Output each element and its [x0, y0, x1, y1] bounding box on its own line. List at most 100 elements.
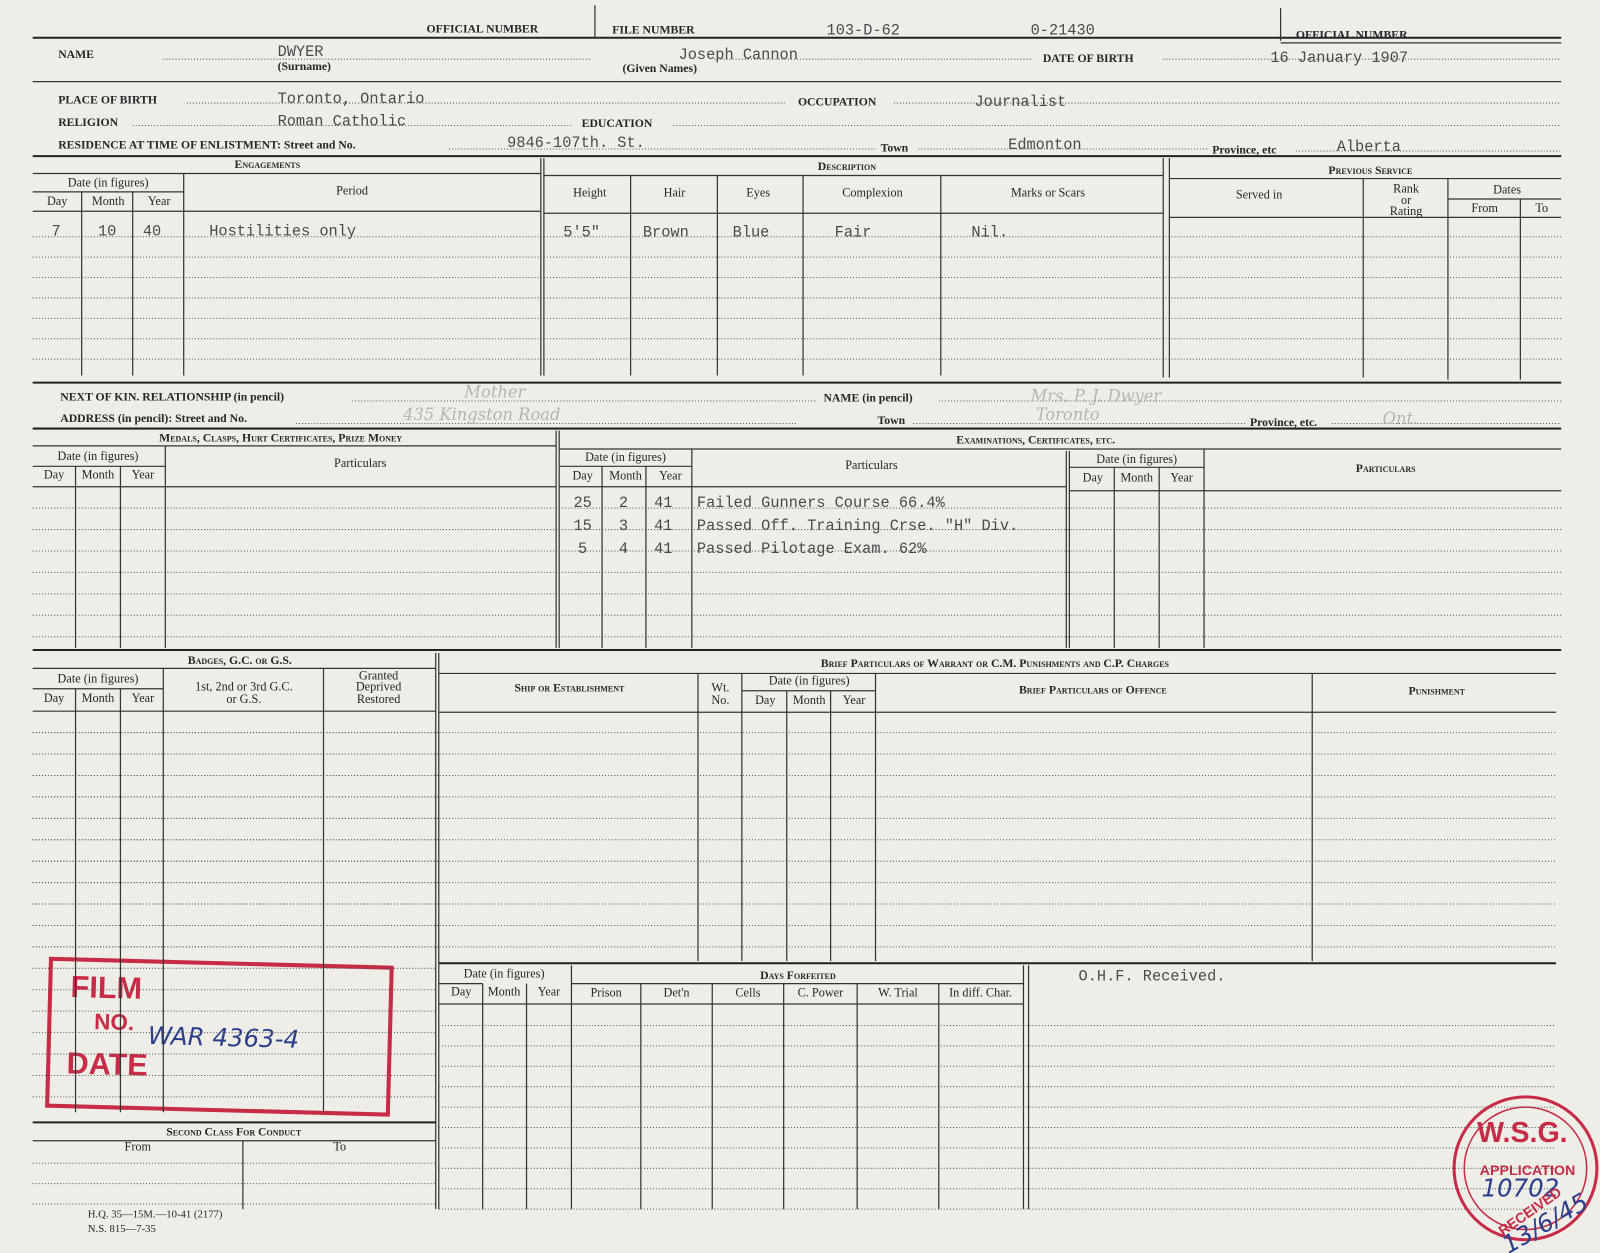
rows: 40 — [143, 223, 161, 241]
columns: Day — [47, 194, 68, 208]
no: NO. — [94, 1009, 135, 1035]
rows: Brown — [643, 224, 689, 242]
occupation-label: OCCUPATION — [798, 96, 877, 109]
occupation: Journalist — [974, 93, 1066, 111]
given-names-label: (Given Names) — [622, 62, 697, 75]
rows: 3 — [619, 517, 628, 535]
rank: Rating — [1390, 204, 1423, 218]
title: Description — [818, 160, 876, 173]
title: Badges, G.C. or G.S. — [188, 654, 292, 667]
title: Days Forfeited — [760, 969, 836, 982]
rows: 5 — [578, 540, 587, 558]
rows: 41 — [654, 494, 672, 512]
rows: Passed Off. Training Crse. "H" Div. — [697, 517, 1018, 535]
categories: Prison — [590, 986, 621, 1000]
columns: Marks or Scars — [1011, 186, 1085, 200]
particulars: Particulars — [845, 458, 898, 472]
name: Mrs. P. J. Dwyer — [1030, 386, 1163, 405]
surname-label: (Surname) — [278, 60, 331, 73]
relationship: Mother — [463, 382, 526, 401]
columns: Height — [573, 186, 607, 200]
columns: Month — [793, 693, 826, 707]
columns: Eyes — [746, 186, 770, 200]
title: W.S.G. — [1477, 1117, 1567, 1149]
title: Previous Service — [1328, 164, 1412, 177]
columns: Year — [1170, 470, 1193, 484]
rows: 41 — [654, 517, 672, 535]
town: Toronto — [1036, 405, 1100, 424]
dob: 16 January 1907 — [1270, 49, 1408, 67]
columns: Year — [132, 467, 155, 481]
given-names: Joseph Cannon — [679, 46, 798, 64]
wt-no: No. — [711, 693, 729, 707]
rows: 5'5" — [563, 224, 600, 242]
columns: Day — [572, 468, 593, 482]
religion-label: RELIGION — [58, 116, 118, 129]
file-number: 103-D-62 — [827, 22, 900, 40]
columns: Year — [843, 693, 866, 707]
rows: 15 — [573, 517, 591, 535]
title: Medals, Clasps, Hurt Certificates, Prize… — [159, 431, 402, 444]
file-number-label: FILE NUMBER — [612, 23, 695, 36]
categories: In diff. Char. — [949, 986, 1012, 1000]
number: 10702 — [1481, 1174, 1559, 1203]
particulars: Particulars — [1356, 462, 1416, 475]
title: Engagements — [235, 158, 301, 171]
rows: Hostilities only — [209, 223, 356, 241]
columns: Day — [44, 467, 65, 481]
date-header: Date (in figures) — [585, 450, 666, 464]
from: From — [125, 1140, 152, 1154]
dob-label: DATE OF BIRTH — [1043, 52, 1134, 65]
columns: Month — [92, 194, 125, 208]
rows: 41 — [654, 540, 672, 558]
date-header: Date (in figures) — [58, 449, 139, 463]
stamp-border — [45, 956, 394, 1117]
columns: Month — [82, 691, 115, 705]
date-header: Date (in figures) — [769, 673, 850, 687]
official-number-label: OFFICIAL NUMBER — [427, 22, 539, 35]
columns: Month — [1120, 470, 1153, 484]
stamp-ring — [1452, 1095, 1599, 1242]
columns: Year — [132, 691, 155, 705]
rows: 2 — [619, 494, 628, 512]
served-in: Served in — [1236, 188, 1283, 202]
footer: H.Q. 35—15M.—10-41 (2177) — [88, 1209, 223, 1221]
columns: Day — [451, 985, 472, 999]
date-header: Date (in figures) — [68, 175, 149, 189]
religion: Roman Catholic — [278, 112, 407, 130]
province: Alberta — [1337, 138, 1401, 156]
date: DATE — [66, 1046, 148, 1082]
offence: Brief Particulars of Offence — [1019, 683, 1167, 696]
rows: 7 — [52, 223, 61, 241]
dates: Dates — [1493, 183, 1521, 197]
rows: Passed Pilotage Exam. 62% — [697, 540, 927, 558]
remark: O.H.F. Received. — [1079, 968, 1226, 986]
columns: Year — [148, 194, 171, 208]
title: Examinations, Certificates, etc. — [956, 433, 1115, 446]
particulars: Particulars — [334, 456, 387, 470]
place-of-birth-label: PLACE OF BIRTH — [58, 94, 157, 107]
rows: Blue — [733, 224, 770, 242]
rows: 25 — [573, 494, 591, 512]
footer: N.S. 815—7-35 — [88, 1223, 156, 1235]
status-header: Granted — [359, 668, 398, 682]
date-header: Date (in figures) — [58, 671, 139, 685]
columns: Year — [659, 468, 682, 482]
punishment: Punishment — [1408, 684, 1465, 697]
columns: Period — [336, 184, 368, 198]
name-label: NAME (in pencil) — [823, 392, 912, 405]
from: From — [1471, 201, 1498, 215]
columns: Hair — [664, 186, 686, 200]
service-number: 0-21430 — [1031, 22, 1095, 40]
columns: Complexion — [842, 186, 903, 200]
to: To — [1535, 201, 1548, 215]
title: Brief Particulars of Warrant or C.M. Pun… — [821, 657, 1170, 670]
rows: Failed Gunners Course 66.4% — [697, 494, 946, 512]
address-label: ADDRESS (in pencil): Street and No. — [60, 412, 247, 425]
rank: Rank — [1393, 182, 1420, 196]
status-header: Restored — [357, 692, 401, 706]
columns: Year — [538, 985, 561, 999]
